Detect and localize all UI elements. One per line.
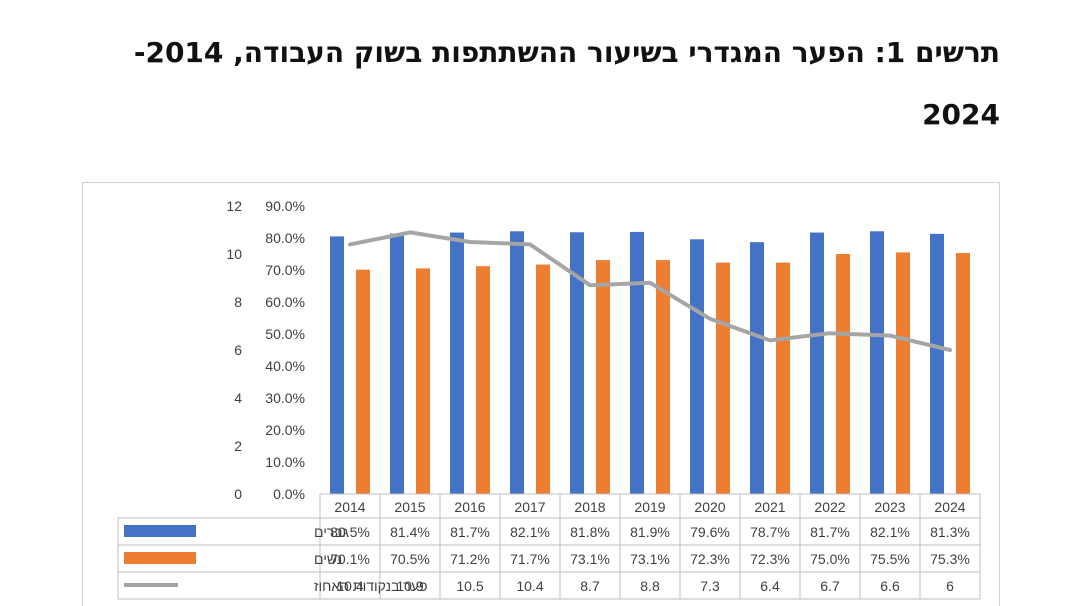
x-axis-tick-label: 2014: [334, 499, 365, 515]
x-axis-tick-label: 2023: [874, 499, 905, 515]
right-axis-tick-label: 4: [234, 390, 242, 406]
x-axis-tick-label: 2017: [514, 499, 545, 515]
data-label: 75.5%: [870, 551, 910, 567]
bar-women: [716, 262, 730, 494]
left-axis-tick-label: 80.0%: [265, 230, 305, 246]
data-label: 6.6: [880, 578, 900, 594]
data-label: 80.5%: [330, 524, 370, 540]
data-label: 6.4: [760, 578, 780, 594]
data-label: 72.3%: [690, 551, 730, 567]
bar-women: [656, 260, 670, 494]
bar-men: [870, 231, 884, 494]
data-label: 82.1%: [870, 524, 910, 540]
left-axis-tick-label: 40.0%: [265, 358, 305, 374]
data-label: 6.7: [820, 578, 840, 594]
left-axis-tick-label: 60.0%: [265, 294, 305, 310]
x-axis-tick-label: 2019: [634, 499, 665, 515]
data-label: 10.5: [456, 578, 483, 594]
x-axis-tick-label: 2016: [454, 499, 485, 515]
right-axis-tick-label: 10: [226, 246, 242, 262]
right-axis-tick-label: 6: [234, 342, 242, 358]
legend-label: גברים: [314, 524, 349, 540]
bar-women: [776, 262, 790, 494]
bar-men: [750, 242, 764, 494]
data-label: 81.7%: [450, 524, 490, 540]
data-label: 73.1%: [630, 551, 670, 567]
legend-swatch-men: [124, 525, 196, 537]
bar-men: [930, 233, 944, 494]
bar-men: [390, 233, 404, 494]
right-axis-tick-label: 2: [234, 438, 242, 454]
legend-swatch-women: [124, 552, 196, 564]
data-label: 70.5%: [390, 551, 430, 567]
data-label: 8.8: [640, 578, 660, 594]
bar-women: [416, 268, 430, 494]
left-axis-tick-label: 10.0%: [265, 454, 305, 470]
bar-women: [536, 264, 550, 494]
chart-title-line-2: 2024: [922, 98, 1000, 131]
data-label: 72.3%: [750, 551, 790, 567]
data-label: 78.7%: [750, 524, 790, 540]
data-label: 10.4: [336, 578, 363, 594]
data-label: 81.7%: [810, 524, 850, 540]
x-axis-tick-label: 2020: [694, 499, 725, 515]
data-label: 75.0%: [810, 551, 850, 567]
data-label: 71.7%: [510, 551, 550, 567]
chart-frame: [82, 182, 1000, 606]
bar-women: [476, 266, 490, 494]
gap-line: [348, 230, 952, 352]
data-label: 81.4%: [390, 524, 430, 540]
left-axis-tick-label: 90.0%: [265, 198, 305, 214]
data-label: 81.3%: [930, 524, 970, 540]
x-axis-tick-label: 2018: [574, 499, 605, 515]
data-label: 81.9%: [630, 524, 670, 540]
x-axis-tick-label: 2015: [394, 499, 425, 515]
bar-women: [896, 252, 910, 494]
data-label: 6: [946, 578, 954, 594]
x-axis-tick-label: 2024: [934, 499, 965, 515]
bar-men: [450, 232, 464, 494]
right-axis-tick-label: 8: [234, 294, 242, 310]
legend-label: נשים: [314, 551, 342, 567]
left-axis-tick-label: 0.0%: [273, 486, 305, 502]
data-label: 10.9: [396, 578, 423, 594]
data-label: 75.3%: [930, 551, 970, 567]
chart-title-line-1: תרשים 1: הפער המגדרי בשיעור ההשתתפות בשו…: [133, 36, 1000, 69]
bar-men: [690, 239, 704, 494]
x-axis-tick-label: 2021: [754, 499, 785, 515]
left-axis-tick-label: 20.0%: [265, 422, 305, 438]
data-label: 73.1%: [570, 551, 610, 567]
bar-men: [510, 231, 524, 494]
left-axis-tick-label: 70.0%: [265, 262, 305, 278]
bar-men: [630, 231, 644, 495]
bar-men: [570, 232, 584, 495]
bar-women: [836, 254, 850, 494]
right-axis-tick-label: 0: [234, 486, 242, 502]
data-label: 82.1%: [510, 524, 550, 540]
bar-women: [356, 269, 370, 494]
bar-women: [596, 260, 610, 494]
data-label: 10.4: [516, 578, 543, 594]
data-label: 79.6%: [690, 524, 730, 540]
bar-men: [330, 236, 344, 494]
data-label: 71.2%: [450, 551, 490, 567]
left-axis-tick-label: 50.0%: [265, 326, 305, 342]
bar-men: [810, 232, 824, 494]
bar-women: [956, 253, 970, 494]
right-axis-tick-label: 12: [226, 198, 242, 214]
x-axis-tick-label: 2022: [814, 499, 845, 515]
legend-label: פער בנקודות האחוז: [314, 578, 428, 594]
data-label: 70.1%: [330, 551, 370, 567]
data-label: 7.3: [700, 578, 720, 594]
data-label: 8.7: [580, 578, 600, 594]
data-label: 81.8%: [570, 524, 610, 540]
left-axis-tick-label: 30.0%: [265, 390, 305, 406]
chart-title: תרשים 1: הפער המגדרי בשיעור ההשתתפות בשו…: [40, 22, 1000, 146]
